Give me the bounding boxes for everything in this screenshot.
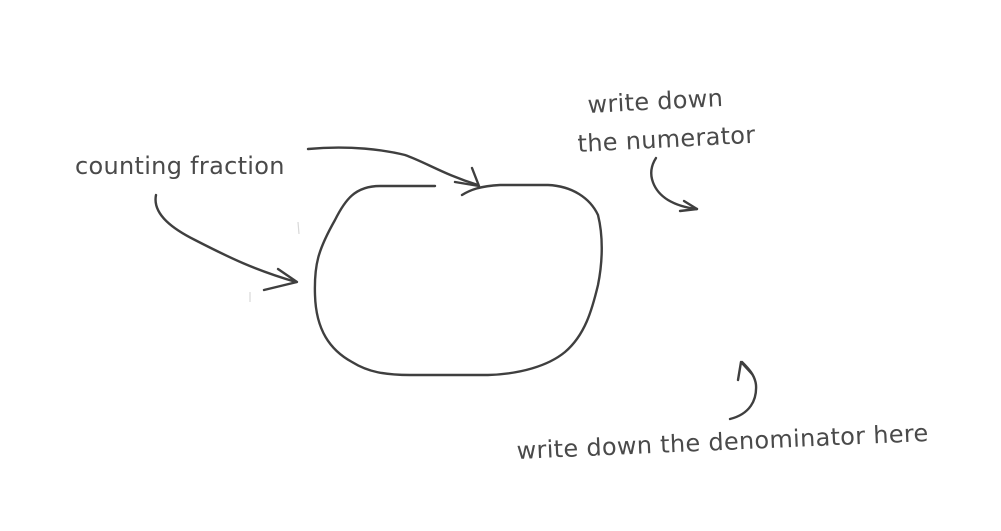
arrow-denominator: [728, 360, 758, 421]
label-counting-fraction: counting fraction: [75, 152, 285, 180]
label-denominator: write down the denominator here: [516, 419, 929, 465]
arrow-denominator-head: [736, 360, 754, 382]
fraction-shape: [313, 183, 603, 377]
label-numerator-line1: write down: [587, 84, 724, 119]
arrow-numerator: [650, 156, 699, 211]
arrow-numerator-head: [678, 199, 699, 213]
arrow-counting-to-shape-left: [154, 193, 298, 284]
arrow-counting-left-head: [262, 267, 299, 292]
label-numerator-line2: the numerator: [577, 121, 756, 158]
faint-mark: [249, 221, 300, 302]
arrow-counting-top-head: [453, 166, 481, 188]
arrow-counting-to-shape-top: [306, 146, 480, 187]
